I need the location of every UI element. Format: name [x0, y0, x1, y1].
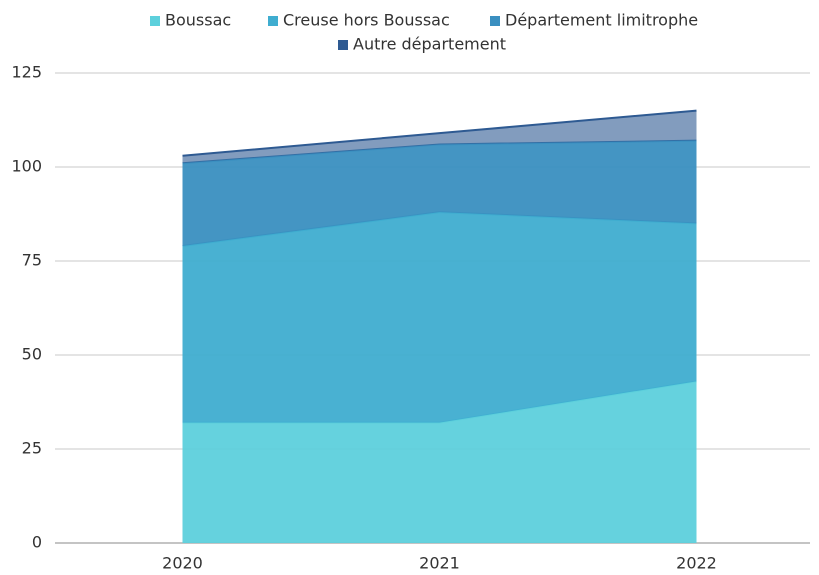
x-tick-label: 2021 [419, 554, 460, 572]
y-tick-label: 50 [22, 345, 42, 364]
area-line [182, 109, 697, 157]
y-tick-label: 0 [32, 533, 42, 552]
legend-label: Autre département [353, 35, 506, 54]
y-tick-label: 125 [11, 63, 42, 82]
legend-swatch [150, 16, 160, 26]
x-tick-label: 2022 [676, 554, 717, 572]
y-tick-label: 25 [22, 439, 42, 458]
area [182, 140, 697, 246]
legend-label: Département limitrophe [505, 11, 698, 30]
legend-swatch [268, 16, 278, 26]
y-tick-label: 75 [22, 251, 42, 270]
area [182, 110, 697, 164]
y-tick-label: 100 [11, 157, 42, 176]
area [182, 381, 697, 543]
legend-swatch [338, 40, 348, 50]
x-tick-label: 2020 [162, 554, 203, 572]
area [182, 212, 697, 423]
legend-label: Boussac [165, 11, 231, 30]
legend-label: Creuse hors Boussac [283, 11, 450, 30]
legend-swatch [490, 16, 500, 26]
